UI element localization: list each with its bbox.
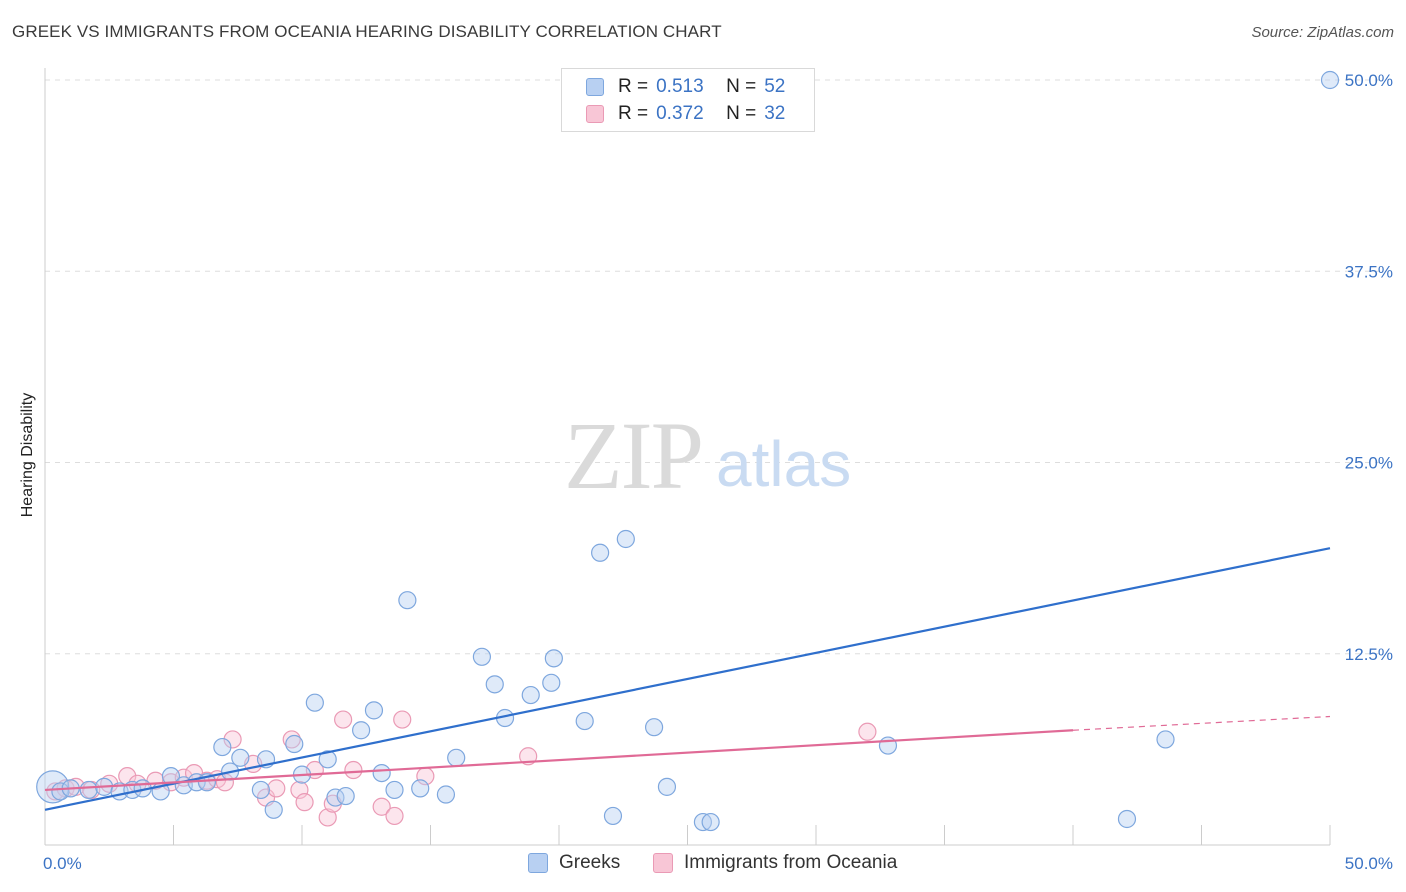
point-greeks [447,748,466,767]
point-greeks [398,591,417,610]
point-greeks [1156,730,1175,749]
point-greeks [251,780,270,800]
point-greeks [521,685,540,705]
point-oceania [344,760,363,780]
point-greeks [285,734,304,754]
legend-n-value-greeks: 52 [764,76,786,97]
point-greeks [591,543,610,562]
point-oceania [223,730,242,749]
point-greeks [352,721,371,740]
legend-item-greeks[interactable]: Greeks [528,852,620,874]
point-oceania [519,747,538,766]
point-greeks [693,812,713,832]
point-oceania [372,797,391,816]
y-tick-label: 25.0% [1345,454,1393,473]
point-greeks [436,785,456,804]
legend-row-greeks: R = 0.513 N = 52 [562,74,785,100]
trend-lines [44,547,1331,811]
legend-row-oceania: R = 0.372 N = 32 [562,101,785,127]
legend-r-value-oceania: 0.372 [656,103,704,124]
point-greeks [79,780,98,800]
point-greeks [411,779,430,798]
legend-r-label: R = [618,76,649,97]
grid-lines [45,79,1385,655]
point-greeks [364,701,384,720]
point-greeks [305,693,324,712]
point-greeks [472,647,491,666]
point-greeks [644,718,664,737]
point-greeks [336,786,355,806]
legend-n-value-oceania: 32 [764,103,786,124]
point-greeks [372,763,391,783]
watermark-zip: ZIP [564,402,702,509]
legend-r-label: R = [618,103,649,124]
point-greeks [616,529,635,549]
legend-swatch-greeks [528,853,548,873]
chart-title: GREEK VS IMMIGRANTS FROM OCEANIA HEARING… [12,22,722,41]
tick-labels: 12.5% 25.0% 37.5% 50.0% 0.0% 50.0% [43,71,1393,873]
point-greeks [231,748,250,767]
point-greeks [1320,70,1340,90]
y-tick-label: 12.5% [1345,645,1393,664]
legend-item-oceania[interactable]: Immigrants from Oceania [653,852,897,874]
point-greeks [485,675,504,694]
point-greeks [51,782,70,801]
axes [44,68,1331,846]
source-credit: Source: ZipAtlas.com [1251,24,1394,41]
point-oceania [267,779,286,798]
watermark-atlas: atlas [716,428,851,500]
legend-label-greeks: Greeks [559,852,621,873]
y-tick-label: 50.0% [1345,71,1393,90]
series-legend: Greeks Immigrants from Oceania [0,852,1406,878]
point-oceania [100,774,119,793]
point-oceania [46,782,65,801]
legend-swatch-greeks [586,78,604,96]
point-oceania [334,710,353,729]
legend-label-oceania: Immigrants from Oceania [684,852,898,873]
point-oceania [318,808,337,827]
point-oceania [385,806,404,826]
point-greeks [542,673,561,692]
legend-n-label: N = [726,103,757,124]
trend-line-greeks [44,547,1331,811]
point-oceania [295,793,314,812]
point-greeks [575,711,594,731]
point-greeks [657,777,677,796]
point-greeks [544,649,563,668]
x-tick-label-max: 50.0% [1345,854,1393,873]
trend-line-oceania-extrapolated [1072,715,1331,731]
point-greeks [701,812,720,832]
point-oceania [393,710,412,729]
trend-line-oceania [44,729,1074,792]
correlation-legend: R = 0.513 N = 52 R = 0.372 N = 32 [561,68,815,132]
legend-n-label: N = [726,76,757,97]
point-greeks [264,800,283,819]
watermark: ZIP atlas [564,402,851,509]
point-greeks [213,737,232,757]
point-oceania [858,722,877,741]
point-greeks [603,806,623,826]
point-greeks [318,750,337,769]
legend-r-value-greeks: 0.513 [656,76,704,97]
point-greeks [385,780,404,800]
y-tick-label: 37.5% [1345,262,1393,281]
legend-swatch-oceania [653,853,673,873]
legend-swatch-oceania [586,105,604,123]
series-greeks-points [36,70,1340,832]
point-greeks [1117,809,1137,829]
x-tick-label-min: 0.0% [43,854,82,873]
